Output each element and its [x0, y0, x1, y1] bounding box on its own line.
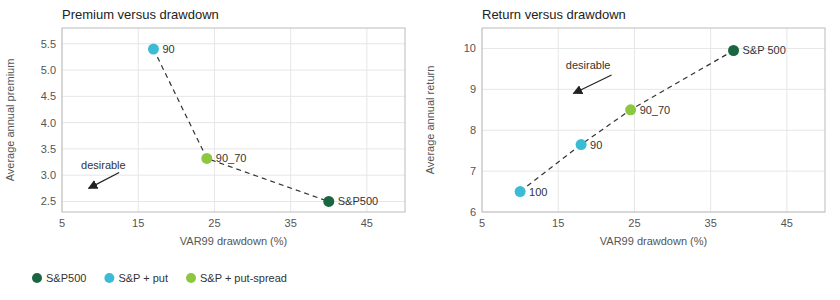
x-tick-label: 45: [361, 217, 373, 229]
y-tick-label: 4.5: [41, 90, 56, 102]
x-axis-label: VAR99 drawdown (%): [180, 235, 287, 247]
y-tick-label: 6: [470, 206, 476, 218]
grid-line-y: [62, 43, 405, 44]
y-tick-label: 10: [464, 42, 476, 54]
grid-line-x: [558, 28, 559, 212]
x-tick-label: 5: [59, 217, 65, 229]
point-label: S&P 500: [743, 44, 786, 56]
point: [323, 196, 334, 207]
grid-line-x: [214, 28, 215, 212]
grid-line-y: [62, 122, 405, 123]
grid-line-x: [138, 28, 139, 212]
annotation: desirable: [566, 59, 611, 71]
grid: [62, 28, 405, 212]
legend-marker: [186, 273, 196, 283]
x-tick-label: 35: [705, 217, 717, 229]
legend-entry: S&P + put: [118, 272, 168, 284]
x-tick-label: 5: [479, 217, 485, 229]
arrow: [573, 75, 611, 93]
legend-entry: S&P + put-spread: [200, 272, 287, 284]
point: [576, 139, 587, 150]
point-label: 100: [529, 186, 547, 198]
point: [201, 153, 212, 164]
plot-frame: [482, 28, 825, 212]
x-tick-label: 15: [552, 217, 564, 229]
grid-line-x: [290, 28, 291, 212]
marks: [148, 44, 334, 207]
grid-line-y: [62, 70, 405, 71]
legend: S&P500 S&P + put S&P + put-spread: [32, 272, 287, 284]
annotation: desirable: [81, 159, 126, 171]
marks: [515, 45, 739, 197]
y-tick-label: 4.0: [41, 117, 56, 129]
x-tick-label: 25: [628, 217, 640, 229]
legend-marker: [104, 273, 114, 283]
x-tick-label: 45: [781, 217, 793, 229]
figure: 5 15 25 35 45 2.5 3.0 3.5 4.0 4.5 5.0 5.5 VAR99 draw…: [0, 0, 840, 300]
grid-line-y: [482, 130, 825, 131]
grid-line-y: [482, 89, 825, 90]
x-tick-label: 35: [285, 217, 297, 229]
point-label: S&P500: [338, 195, 378, 207]
connecting-line: [153, 49, 328, 201]
grid-line-x: [634, 28, 635, 212]
chart-title: Premium versus drawdown: [62, 7, 219, 22]
y-axis-label: Average annual return: [424, 66, 436, 175]
point-label: 90: [590, 139, 602, 151]
point-label: 90_70: [640, 104, 671, 116]
chart-title: Return versus drawdown: [482, 7, 626, 22]
point: [515, 186, 526, 197]
point-label: 90: [162, 43, 174, 55]
y-tick-label: 3.5: [41, 143, 56, 155]
grid-line-x: [786, 28, 787, 212]
y-tick-label: 5.0: [41, 64, 56, 76]
grid-line-x: [366, 28, 367, 212]
x-axis-label: VAR99 drawdown (%): [600, 235, 707, 247]
grid-line-y: [482, 171, 825, 172]
grid-line-x: [710, 28, 711, 212]
grid: [482, 28, 825, 212]
x-tick-label: 15: [132, 217, 144, 229]
y-tick-label: 9: [470, 83, 476, 95]
x-tick-label: 25: [208, 217, 220, 229]
y-axis-label: Average annual premium: [4, 59, 16, 182]
point: [728, 45, 739, 56]
y-tick-label: 8: [470, 124, 476, 136]
point-labels: S&P500 90 90_70: [162, 43, 378, 207]
grid-line-y: [62, 96, 405, 97]
y-tick-label: 3.0: [41, 169, 56, 181]
grid-line-y: [62, 148, 405, 149]
y-tick-label: 5.5: [41, 38, 56, 50]
y-tick-label: 2.5: [41, 195, 56, 207]
plot-frame: [62, 28, 405, 212]
point: [625, 104, 636, 115]
point: [148, 44, 159, 55]
connecting-line: [520, 50, 733, 191]
legend-marker: [32, 273, 42, 283]
point-labels: S&P 500 90 100 90_70: [529, 44, 786, 197]
point-label: 90_70: [216, 152, 247, 164]
legend-entry: S&P500: [46, 272, 86, 284]
arrow: [89, 173, 119, 189]
y-tick-label: 7: [470, 165, 476, 177]
